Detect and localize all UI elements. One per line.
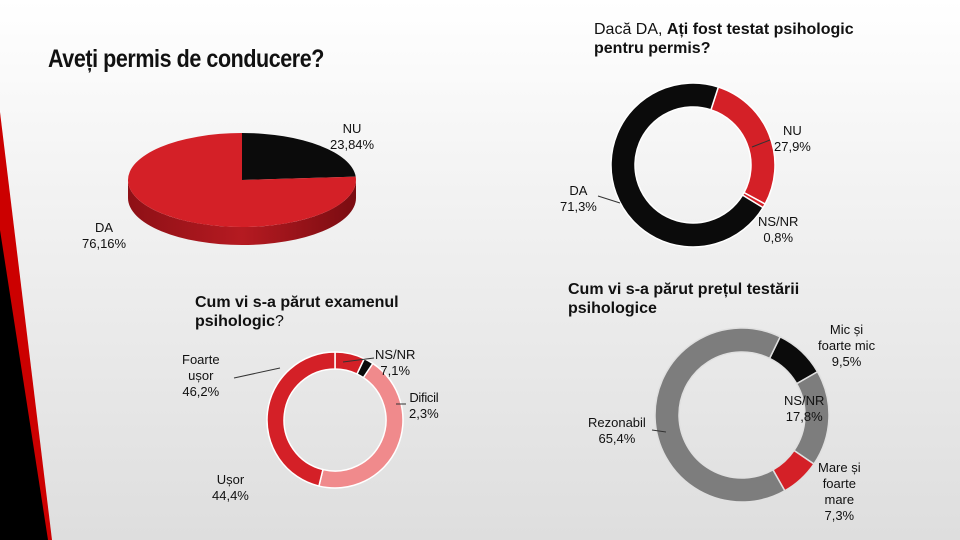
chart3-label-foarte-line1: Foarte: [182, 352, 220, 367]
chart3-slice-foarte-ușor: [266, 351, 336, 487]
chart3-slice-ușor: [318, 362, 404, 489]
chart3-label-dificil-name: Dificil: [409, 390, 439, 405]
chart3-label-usor: Ușor 44,4%: [212, 472, 249, 504]
chart4-label-mare-line3: mare: [824, 492, 855, 507]
chart3-label-nsnr: NS/NR 7,1%: [375, 347, 415, 379]
chart1-pie: [128, 133, 356, 245]
chart4-leader-rez: [651, 429, 667, 433]
chart4-label-rez-value: 65,4%: [598, 431, 636, 446]
chart3-label-usor-value: 44,4%: [212, 488, 249, 503]
chart1-label-da: DA 76,16%: [82, 220, 126, 252]
chart2-label-nsnr-name: NS/NR: [758, 214, 799, 229]
chart3-title: Cum vi s-a părut examenul psihologic?: [195, 293, 455, 331]
chart2-label-da-value: 71,3%: [560, 199, 597, 214]
chart2-label-nu-value: 27,9%: [774, 139, 811, 154]
chart3-label-dificil-value: 2,3%: [409, 406, 439, 421]
chart4-label-rez-name: Rezonabil: [588, 415, 646, 430]
chart4-label-nsnr-name: NS/NR: [784, 393, 825, 408]
chart2-title-main: Ați fost testat psihologic pentru permis…: [594, 21, 854, 57]
chart3-label-usor-name: Ușor: [216, 472, 245, 487]
chart3-label-nsnr-value: 7,1%: [380, 363, 411, 378]
chart1-label-nu: NU 23,84%: [330, 121, 374, 153]
chart3-leader-nsnr: [342, 357, 375, 363]
chart1-label-da-value: 76,16%: [82, 236, 127, 251]
chart4-label-mare-line1: Mare și: [818, 460, 861, 475]
chart2-leader-nu: [751, 139, 771, 148]
chart2-donut: [610, 82, 776, 248]
chart4-donut: [654, 327, 830, 503]
chart2-slice-da: [610, 82, 765, 248]
chart4-label-mic-line2: foarte mic: [818, 338, 876, 353]
chart4-slice-rezonabil: [654, 327, 786, 503]
chart1-slice-da: [128, 133, 356, 227]
chart2-label-nu: NU 27,9%: [774, 123, 811, 155]
chart3-title-suffix: ?: [275, 313, 284, 330]
chart3-donut: [266, 351, 404, 489]
chart1-label-da-name: DA: [95, 220, 114, 235]
chart4-label-mic-line1: Mic și: [829, 322, 864, 337]
chart4-label-mare-value: 7,3%: [824, 508, 855, 523]
chart2-label-nsnr-value: 0,8%: [763, 230, 794, 245]
chart3-label-foarte-line2: ușor: [188, 368, 214, 383]
chart3-leader-foarte: [233, 367, 281, 379]
chart2-label-nu-name: NU: [783, 123, 802, 138]
chart3-label-nsnr-name: NS/NR: [375, 347, 416, 362]
chart1-pie-side: [128, 180, 356, 245]
chart3-label-dificil: Dificil 2,3%: [409, 390, 439, 422]
chart1-slice-nu: [242, 133, 356, 180]
chart4-label-mare: Mare și foarte mare 7,3%: [818, 460, 861, 524]
chart2-label-da: DA 71,3%: [560, 183, 597, 215]
chart4-label-mic-value: 9,5%: [831, 354, 862, 369]
chart4-label-mare-line2: foarte: [822, 476, 856, 491]
chart4-label-nsnr-value: 17,8%: [785, 409, 823, 424]
chart3-label-foarte-value: 46,2%: [182, 384, 220, 399]
black-stripe: [0, 230, 48, 540]
chart4-label-nsnr: NS/NR 17,8%: [784, 393, 824, 425]
chart2-slice-nu: [709, 86, 776, 206]
chart4-title: Cum vi s-a părut prețul testării psiholo…: [568, 281, 800, 317]
chart1-label-nu-value: 23,84%: [330, 137, 375, 152]
chart4-label-mic: Mic și foarte mic 9,5%: [818, 322, 875, 370]
chart4-label-rez: Rezonabil 65,4%: [588, 415, 646, 447]
chart3-label-foarte: Foarte ușor 46,2%: [182, 352, 220, 400]
chart2-leader-da: [597, 195, 621, 204]
chart1-label-nu-name: NU: [342, 121, 362, 136]
chart2-title: Dacă DA, Ați fost testat psihologic pent…: [594, 20, 894, 58]
chart3-title-main: Cum vi s-a părut examenul psihologic: [195, 294, 399, 330]
chart1-title: Aveți permis de conducere?: [48, 45, 324, 73]
chart2-title-prefix: Dacă DA,: [594, 21, 667, 38]
chart2-label-da-name: DA: [569, 183, 588, 198]
chart2-label-nsnr: NS/NR 0,8%: [758, 214, 798, 246]
